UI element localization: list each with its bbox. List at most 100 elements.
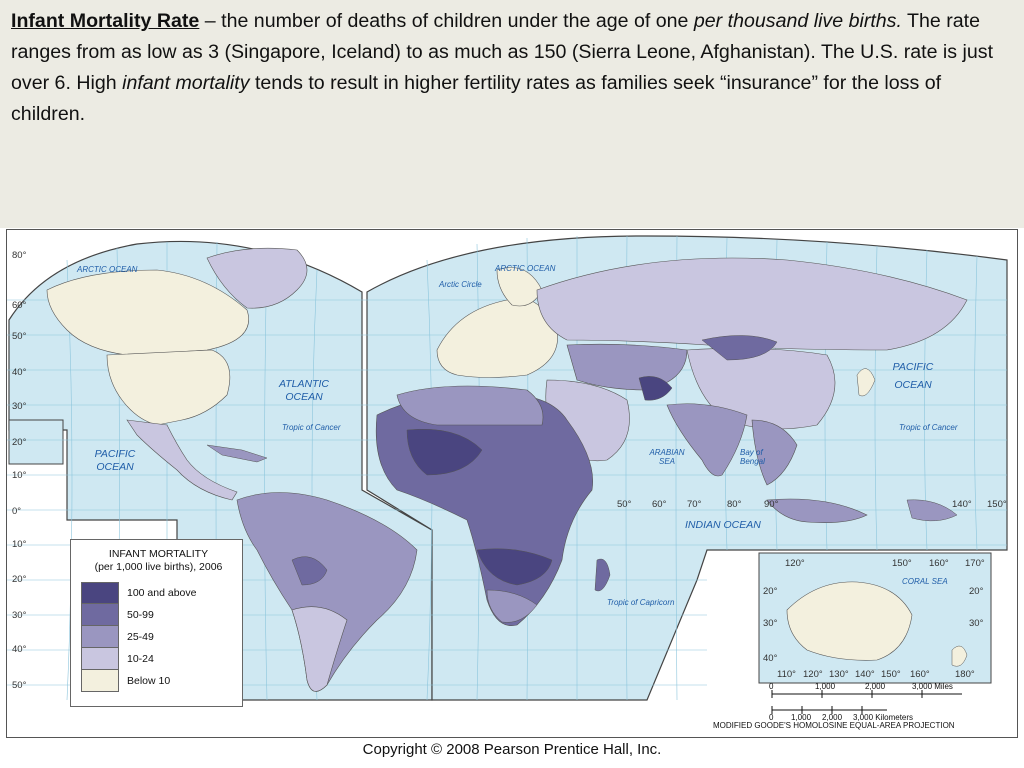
latitude-label: 10° (12, 539, 27, 550)
latitude-label: 30° (12, 610, 27, 621)
slide-header: Infant Mortality Rate – the number of de… (0, 0, 1024, 228)
legend-title-line1: INFANT MORTALITY (108, 548, 209, 560)
inset-degree-label: 120° (803, 669, 823, 680)
map-legend: INFANT MORTALITY (per 1,000 live births)… (70, 539, 243, 707)
inset-latitude-label: 40° (763, 653, 778, 664)
legend-item: 10-24 (81, 648, 236, 670)
southern-africa-high (476, 548, 553, 586)
australia (786, 581, 913, 661)
inset-degree-label: 180° (955, 669, 975, 680)
inset-degree-label: 150° (881, 669, 901, 680)
mongolia (701, 335, 778, 361)
inset-degree-label: 160° (910, 669, 930, 680)
latitude-label: 10° (12, 470, 27, 481)
inset-latitude-label: 30° (969, 618, 984, 629)
inset-degree-label: 170° (965, 558, 985, 569)
scale-miles-label: 1,000 (815, 682, 836, 691)
latitude-label: 30° (12, 401, 27, 412)
definition-italic-1: per thousand live births. (693, 10, 902, 32)
latitude-label: 20° (12, 437, 27, 448)
usa (106, 349, 231, 426)
south-america (236, 492, 418, 692)
term-heading: Infant Mortality Rate (11, 10, 200, 32)
definition-italic-2: infant mortality (122, 72, 250, 94)
legend-items: 100 and above 50-99 25-49 10-24 Below 10 (81, 582, 236, 692)
madagascar (594, 558, 611, 592)
latitude-label: 50° (12, 680, 27, 691)
legend-item: 100 and above (81, 582, 236, 604)
longitude-label: 60° (652, 499, 667, 510)
south-africa (486, 589, 538, 623)
new-zealand (951, 645, 968, 667)
new-guinea (906, 499, 958, 522)
inset-degree-label: 120° (785, 558, 805, 569)
latitude-label: 0° (12, 506, 22, 517)
inset-degree-label: 140° (855, 669, 875, 680)
legend-item: 25-49 (81, 626, 236, 648)
scale-km-label: 2,000 (822, 713, 843, 722)
label-indian-ocean: INDIAN OCEAN (685, 519, 761, 531)
legend-label: Below 10 (127, 675, 171, 687)
label-tropic-cancer-east: Tropic of Cancer (899, 423, 958, 432)
west-africa-high (406, 428, 483, 476)
inset-latitude-label: 20° (969, 586, 984, 597)
latitude-label: 40° (12, 644, 27, 655)
caribbean (206, 444, 268, 463)
scale-bars (771, 690, 962, 714)
definition-text-2: The rate ranges from as low as 3 (Singap… (11, 10, 994, 94)
latitude-label: 80° (12, 250, 27, 261)
south-america-south (291, 606, 348, 692)
world-map: INFANT MORTALITY (per 1,000 live births)… (6, 229, 1018, 738)
definition-text-3: tends to result in higher fertility rate… (11, 72, 942, 125)
label-tropic-cancer-west: Tropic of Cancer (282, 423, 341, 432)
inset-degree-label: 150° (892, 558, 912, 569)
indonesia (766, 498, 868, 523)
inset-degree-label: 110° (777, 669, 796, 680)
greenland (206, 247, 308, 309)
label-pacific-ocean-east: PACIFIC OCEAN (892, 361, 934, 391)
definition-text-1: – the number of deaths of children under… (199, 10, 694, 32)
legend-swatch (81, 604, 119, 626)
longitude-label: 70° (687, 499, 702, 510)
label-arctic-ocean-west: ARCTIC OCEAN (77, 265, 138, 274)
legend-item: 50-99 (81, 604, 236, 626)
scale-km-label: 1,000 (791, 713, 812, 722)
map-graphic (7, 235, 1008, 714)
longitude-label: 90° (764, 499, 779, 510)
definition-paragraph: Infant Mortality Rate – the number of de… (11, 6, 1014, 130)
scale-km-label: 3,000 Kilometers (853, 713, 914, 722)
label-arctic-circle: Arctic Circle (439, 280, 482, 289)
mexico-central-america (126, 419, 238, 501)
legend-swatch (81, 626, 119, 648)
scandinavia (496, 267, 543, 307)
latitude-label: 20° (12, 574, 27, 585)
ocean-left-strip (8, 419, 64, 465)
label-arctic-ocean-east: ARCTIC OCEAN (495, 264, 556, 273)
europe (436, 297, 558, 378)
longitude-label: 50° (617, 499, 632, 510)
inset-latitude-label: 30° (763, 618, 778, 629)
legend-label: 10-24 (127, 653, 154, 665)
latitude-label: 60° (12, 300, 27, 311)
copyright-notice: Copyright © 2008 Pearson Prentice Hall, … (362, 741, 662, 758)
label-coral-sea: CORAL SEA (902, 577, 948, 586)
legend-title-line2: (per 1,000 live births), 2006 (94, 561, 223, 573)
legend-item: Below 10 (81, 670, 236, 692)
legend-label: 25-49 (127, 631, 154, 643)
scale-miles-label: 0 (769, 682, 774, 691)
projection-note: MODIFIED GOODE'S HOMOLOSINE EQUAL-AREA P… (713, 721, 955, 730)
scale-miles-label: 3,000 Miles (912, 682, 953, 691)
india (666, 403, 748, 477)
latitude-label: 50° (12, 331, 27, 342)
label-arabian-sea: ARABIAN SEA (649, 448, 685, 466)
legend-title: INFANT MORTALITY (per 1,000 live births)… (81, 548, 236, 574)
southeast-asia (751, 419, 798, 486)
japan (856, 368, 876, 397)
legend-swatch (81, 582, 119, 604)
label-pacific-ocean-west: PACIFIC OCEAN (94, 448, 136, 473)
legend-swatch (81, 648, 119, 670)
longitude-label: 140° (952, 499, 972, 510)
inset-degree-label: 160° (929, 558, 949, 569)
label-bay-of-bengal: Bay of Bengal (740, 448, 765, 466)
label-tropic-capricorn: Tropic of Capricorn (607, 598, 675, 607)
